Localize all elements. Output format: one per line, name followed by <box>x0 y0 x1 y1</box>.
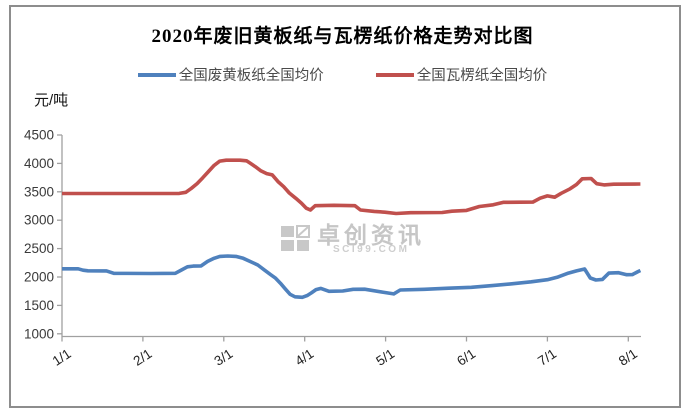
watermark-subtext: SCI99.COM <box>333 244 410 255</box>
watermark-text: 卓创资讯 <box>317 222 425 248</box>
chart-legend: 全国废黄板纸全国均价 全国瓦楞纸全国均价 <box>0 64 685 85</box>
y-tick-label: 3000 <box>24 213 54 228</box>
x-tick-label: 5/1 <box>373 346 397 369</box>
series-line-yellow-board <box>62 254 642 300</box>
y-tick-label: 4000 <box>24 156 54 171</box>
y-tick-label: 4500 <box>24 128 54 143</box>
series-line-corrugated <box>62 158 641 216</box>
x-tick-label: 8/1 <box>616 346 640 369</box>
legend-swatch-blue-icon <box>137 72 176 77</box>
watermark-text-block: 卓创资讯 SCI99.COM <box>317 224 425 255</box>
x-tick-label: 6/1 <box>454 346 478 369</box>
legend-label-yellow-board: 全国废黄板纸全国均价 <box>178 68 324 84</box>
chart-title: 2020年废旧黄板纸与瓦楞纸价格走势对比图 <box>151 26 534 47</box>
y-tick-label: 3500 <box>24 184 54 199</box>
y-tick-label: 1500 <box>24 298 54 313</box>
y-tick-label: 2500 <box>24 241 54 256</box>
legend-item-yellow-board: 全国废黄板纸全国均价 <box>137 64 324 85</box>
watermark-logo-icon <box>281 225 310 251</box>
legend-item-corrugated: 全国瓦楞纸全国均价 <box>375 64 548 85</box>
y-axis-unit-label: 元/吨 <box>34 92 69 109</box>
x-tick-label: 3/1 <box>212 346 236 369</box>
y-tick-label: 2000 <box>24 270 54 285</box>
x-tick-label: 2/1 <box>131 346 155 369</box>
x-tick-label: 4/1 <box>292 346 316 369</box>
watermark: 卓创资讯 SCI99.COM <box>280 224 425 255</box>
legend-swatch-red-icon <box>375 72 414 77</box>
y-tick-label: 1000 <box>24 326 54 341</box>
x-tick-label: 1/1 <box>50 346 74 369</box>
x-tick-label: 7/1 <box>535 346 559 369</box>
legend-label-corrugated: 全国瓦楞纸全国均价 <box>416 68 548 84</box>
